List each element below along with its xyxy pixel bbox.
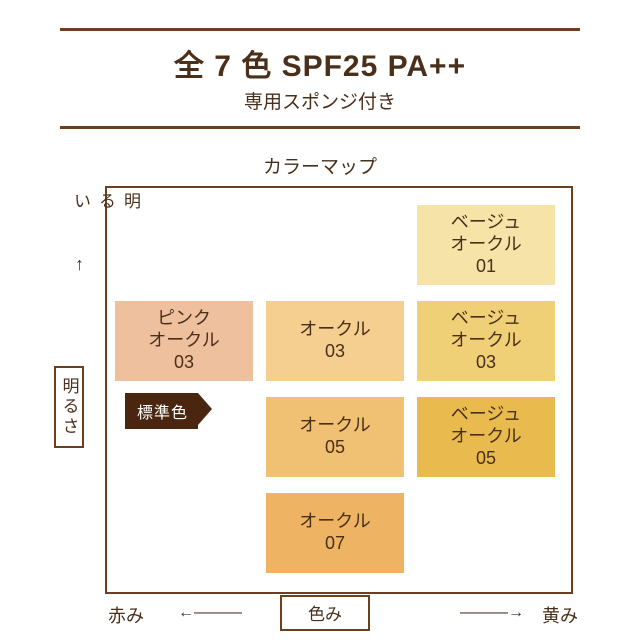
color-swatch: オークル07 xyxy=(266,493,404,573)
color-swatch: ベージュオークル01 xyxy=(417,205,555,285)
map-title: カラーマップ xyxy=(0,152,640,179)
swatch-label-line: 03 xyxy=(174,352,194,374)
swatch-label-line: ベージュ xyxy=(451,308,521,330)
swatch-label-line: 03 xyxy=(476,352,496,374)
x-right-label: 黄み xyxy=(542,602,578,628)
x-center-box: 色み xyxy=(280,595,370,631)
y-axis-box: 明るさ xyxy=(54,366,84,448)
arrow-up-icon: ↑ xyxy=(75,254,84,275)
swatch-label-line: オークル xyxy=(450,234,521,256)
swatch-label-line: 01 xyxy=(476,256,496,278)
swatch-label-line: 07 xyxy=(325,533,345,555)
color-swatch: オークル05 xyxy=(266,397,404,477)
swatch-label-line: ピンク xyxy=(157,308,211,330)
arrow-left-icon: ←――― xyxy=(178,604,242,622)
color-swatch: ベージュオークル05 xyxy=(417,397,555,477)
header-title: 全 7 色 SPF25 PA++ xyxy=(60,41,580,85)
color-swatch: ベージュオークル03 xyxy=(417,301,555,381)
swatch-label-line: オークル xyxy=(299,511,370,533)
y-top-label: 明るい xyxy=(68,192,143,213)
header-box: 全 7 色 SPF25 PA++ 専用スポンジ付き xyxy=(60,28,580,129)
swatch-label-line: 05 xyxy=(325,437,345,459)
color-swatch: ピンクオークル03 xyxy=(115,301,253,381)
swatch-label-line: 05 xyxy=(476,448,496,470)
x-center-label: 色み xyxy=(308,605,342,624)
swatch-label-line: ベージュ xyxy=(451,404,521,426)
standard-color-tag-label: 標準色 xyxy=(137,405,188,422)
swatch-label-line: ベージュ xyxy=(451,212,521,234)
swatch-label-line: 03 xyxy=(325,341,345,363)
swatch-label-line: オークル xyxy=(450,426,521,448)
header-subtitle: 専用スポンジ付き xyxy=(60,87,580,114)
swatch-label-line: オークル xyxy=(299,319,370,341)
swatch-label-line: オークル xyxy=(299,415,370,437)
swatch-label-line: オークル xyxy=(450,330,521,352)
x-left-label: 赤み xyxy=(108,602,144,628)
arrow-right-icon: ―――→ xyxy=(460,604,524,622)
color-swatch: オークル03 xyxy=(266,301,404,381)
y-axis-box-label: 明るさ xyxy=(57,377,82,437)
standard-color-tag: 標準色 xyxy=(125,393,198,429)
swatch-label-line: オークル xyxy=(148,330,219,352)
